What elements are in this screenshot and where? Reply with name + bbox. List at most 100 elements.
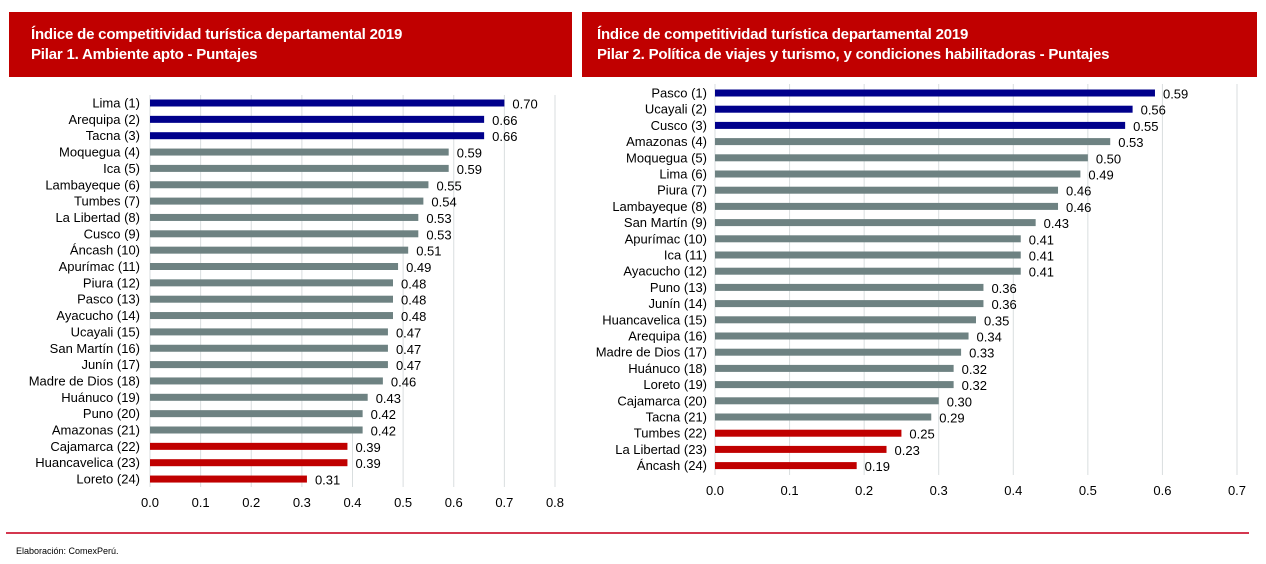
chart-2-bar	[715, 219, 1036, 227]
chart-1-data-label: 0.54	[431, 195, 456, 210]
chart-1-x-tick-label: 0.4	[343, 495, 361, 510]
chart-2-data-label: 0.34	[977, 330, 1002, 345]
chart-2-data-label: 0.59	[1163, 87, 1188, 102]
chart-1-category-label: Moquegua (4)	[59, 145, 140, 160]
chart-1-data-label: 0.66	[492, 129, 517, 144]
chart-2-data-label: 0.41	[1029, 265, 1054, 280]
chart-2-category-label: Áncash (24)	[637, 458, 707, 473]
chart-2-category-label: Tumbes (22)	[634, 426, 707, 441]
chart-1-category-label: Cusco (9)	[84, 226, 140, 241]
chart-1-bar	[150, 312, 393, 320]
chart-2-bar	[715, 300, 984, 308]
chart-1-data-label: 0.66	[492, 113, 517, 128]
chart-2-bar	[715, 267, 1021, 275]
chart-1-bar	[150, 263, 399, 270]
chart-1-x-tick-label: 0.3	[293, 495, 311, 510]
chart-2-category-label: Puno (13)	[650, 280, 707, 295]
chart-1-bar	[150, 328, 388, 336]
chart-2-data-label: 0.35	[984, 313, 1009, 328]
chart-2-category-label: Huánuco (18)	[628, 361, 707, 376]
chart-2-category-label: Huancavelica (15)	[602, 312, 707, 327]
chart-2-bar	[715, 138, 1111, 146]
chart-1-data-label: 0.48	[401, 276, 426, 291]
chart-1-data-label: 0.47	[396, 325, 421, 340]
chart-1-category-label: Cajamarca (22)	[50, 439, 140, 454]
chart-2-data-label: 0.55	[1133, 119, 1158, 134]
chart-1-category-label: Amazonas (21)	[52, 423, 140, 438]
chart-1-bar	[150, 246, 409, 254]
chart-1-data-label: 0.43	[376, 391, 401, 406]
chart-2-category-label: Arequipa (16)	[628, 329, 707, 344]
chart-2-data-label: 0.29	[939, 411, 964, 426]
chart-2-category-label: Lambayeque (8)	[612, 199, 707, 214]
chart-2-bar	[715, 235, 1021, 243]
chart-2-bar	[715, 202, 1059, 210]
chart-1-category-label: Tacna (3)	[86, 128, 140, 143]
chart-2-data-label: 0.36	[991, 297, 1016, 312]
chart-1-bar	[150, 459, 348, 467]
chart-1-data-label: 0.49	[406, 260, 431, 275]
chart-1-bar	[150, 410, 363, 418]
chart-2-category-label: Madre de Dios (17)	[596, 345, 707, 360]
chart-2-data-label: 0.46	[1066, 200, 1091, 215]
chart-1-bar	[150, 164, 449, 172]
chart-1-bar	[150, 295, 393, 303]
chart-1-category-label: Lima (1)	[92, 96, 140, 111]
footer-divider	[6, 532, 1249, 534]
chart-1-category-label: Puno (20)	[83, 406, 140, 421]
chart-1-bar	[150, 197, 424, 205]
chart-1-data-label: 0.39	[355, 456, 380, 471]
chart-1-bar	[150, 213, 419, 221]
chart-2-category-label: Cusco (3)	[651, 118, 707, 133]
chart-2-bar	[715, 121, 1126, 129]
chart-2-category-label: San Martín (9)	[624, 215, 707, 230]
chart-2-bar	[715, 348, 962, 356]
chart-2-bar	[715, 186, 1059, 194]
chart-1-bar	[150, 377, 383, 385]
chart-1-bar	[150, 132, 485, 140]
chart-2-category-label: Ica (11)	[664, 248, 707, 263]
chart-2-bar	[715, 105, 1133, 113]
chart-1-category-label: Áncash (10)	[70, 243, 140, 258]
chart-2-bar	[715, 462, 857, 470]
chart-2-bar	[715, 251, 1021, 259]
chart-2-data-label: 0.19	[865, 459, 890, 474]
chart-2-x-tick-label: 0.0	[706, 483, 724, 498]
chart-2-bar	[715, 429, 902, 437]
chart-2-bar	[715, 445, 887, 453]
chart-1-category-label: San Martín (16)	[50, 341, 140, 356]
chart-2-data-label: 0.41	[1029, 249, 1054, 264]
chart-2-bar	[715, 89, 1155, 97]
chart-2-category-label: Pasco (1)	[651, 86, 707, 101]
chart-1-category-label: Huánuco (19)	[61, 390, 140, 405]
chart-2-category-label: Junín (14)	[648, 296, 707, 311]
chart-2-data-label: 0.30	[947, 394, 972, 409]
chart-1-bar	[150, 361, 388, 369]
chart-2-x-tick-label: 0.1	[781, 483, 799, 498]
chart-2-data-label: 0.33	[969, 346, 994, 361]
chart-1-data-label: 0.46	[391, 374, 416, 389]
chart-2-category-label: Loreto (19)	[643, 377, 707, 392]
chart-2-x-tick-label: 0.2	[855, 483, 873, 498]
chart-2-data-label: 0.23	[895, 443, 920, 458]
chart-2-bar	[715, 170, 1081, 178]
chart-2-data-label: 0.32	[962, 378, 987, 393]
chart-1-data-label: 0.55	[436, 178, 461, 193]
chart-2-bar	[715, 283, 984, 291]
chart-1-bar	[150, 99, 505, 107]
chart-2-data-label: 0.43	[1044, 216, 1069, 231]
chart-1-bar	[150, 148, 449, 156]
chart-1-data-label: 0.59	[457, 162, 482, 177]
chart-2-data-label: 0.53	[1118, 135, 1143, 150]
chart-2-data-label: 0.49	[1088, 168, 1113, 183]
chart-1-bar	[150, 279, 393, 287]
chart-1-data-label: 0.70	[512, 97, 537, 112]
chart-2-x-tick-label: 0.4	[1004, 483, 1022, 498]
chart-2-data-label: 0.36	[991, 281, 1016, 296]
chart-1-category-label: Pasco (13)	[77, 292, 140, 307]
chart-1-data-label: 0.48	[401, 293, 426, 308]
chart-2-data-label: 0.41	[1029, 232, 1054, 247]
chart-1-data-label: 0.59	[457, 146, 482, 161]
chart-1-category-label: Lambayeque (6)	[45, 177, 140, 192]
